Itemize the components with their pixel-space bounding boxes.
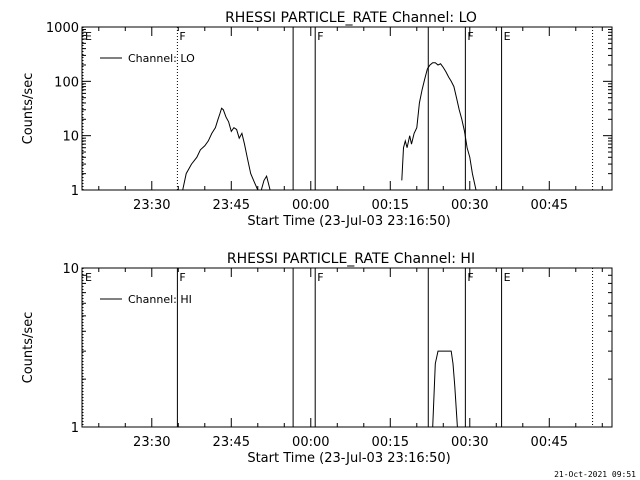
hi-x-tick-label: 00:45: [531, 435, 568, 450]
lo-series-line: [260, 174, 271, 191]
hi-x-tick-label: 00:15: [372, 435, 409, 450]
hi-x-tick-label: 00:00: [292, 435, 329, 450]
hi-panel: RHESSI PARTICLE_RATE Channel: HI Start Ti…: [21, 251, 613, 466]
lo-series-line: [401, 62, 477, 191]
hi-series-line: [432, 350, 458, 428]
hi-x-tick-label: 00:30: [451, 435, 488, 450]
hi-x-tick-label: 23:45: [213, 435, 250, 450]
lo-x-tick-label: 23:30: [133, 198, 170, 213]
lo-y-tick-label: 10: [62, 130, 79, 145]
lo-plot-frame: [81, 26, 613, 191]
lo-panel: RHESSI PARTICLE_RATE Channel: LO Start Ti…: [21, 10, 613, 229]
lo-x-tick-label: 00:30: [451, 198, 488, 213]
lo-legend-label: Channel: LO: [128, 52, 195, 65]
hi-y-tick-label: 1: [71, 421, 79, 436]
lo-y-axis-label: Counts/sec: [21, 73, 36, 145]
lo-event-marker-label: F: [179, 30, 185, 43]
hi-y-tick-label: 10: [62, 262, 79, 277]
hi-legend-label: Channel: HI: [128, 293, 192, 306]
lo-event-marker-label: E: [504, 30, 511, 43]
hi-x-axis-label: Start Time (23-Jul-03 23:16:50): [247, 451, 450, 466]
hi-plot-frame: [81, 267, 613, 428]
lo-event-marker-label: F: [467, 30, 473, 43]
lo-x-tick-label: 00:00: [292, 198, 329, 213]
lo-series-line: [182, 107, 259, 191]
lo-x-axis-label: Start Time (23-Jul-03 23:16:50): [247, 214, 450, 229]
hi-event-marker-label: E: [85, 271, 92, 284]
lo-y-tick-label: 100: [54, 75, 79, 90]
hi-event-marker-label: F: [179, 271, 185, 284]
lo-y-tick-label: 1000: [46, 21, 79, 36]
timestamp-footer: 21-Oct-2021 09:51: [554, 470, 636, 479]
lo-y-tick-label: 1: [71, 184, 79, 199]
lo-event-marker-label: F: [317, 30, 323, 43]
hi-chart-title: RHESSI PARTICLE_RATE Channel: HI: [227, 251, 475, 267]
hi-x-tick-label: 23:30: [133, 435, 170, 450]
lo-chart-title: RHESSI PARTICLE_RATE Channel: LO: [225, 10, 477, 26]
hi-event-marker-label: F: [317, 271, 323, 284]
hi-y-axis-label: Counts/sec: [21, 312, 36, 384]
hi-event-marker-label: E: [504, 271, 511, 284]
lo-event-marker-label: E: [85, 30, 92, 43]
lo-x-tick-label: 23:45: [213, 198, 250, 213]
lo-x-tick-label: 00:15: [372, 198, 409, 213]
hi-event-marker-label: F: [467, 271, 473, 284]
lo-x-tick-label: 00:45: [531, 198, 568, 213]
